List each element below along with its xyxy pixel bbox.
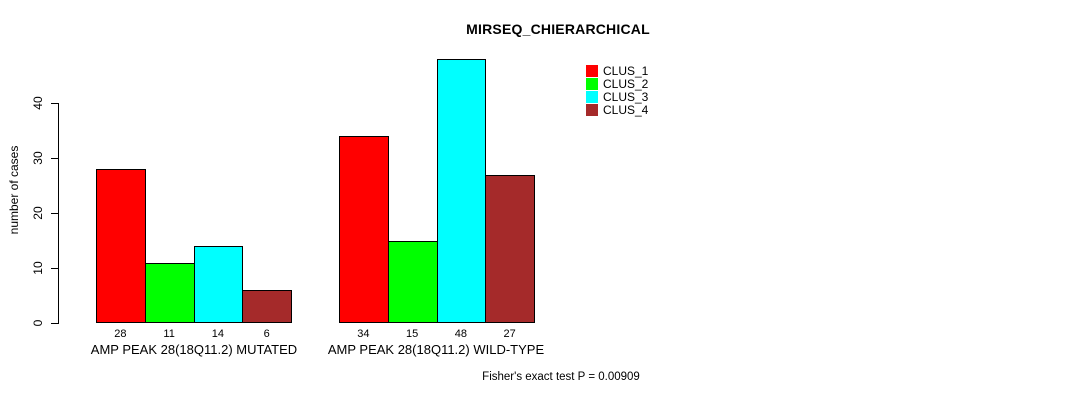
legend-label: CLUS_4 <box>603 103 649 118</box>
legend-swatch-icon <box>586 77 598 90</box>
y-tick-mark <box>51 323 58 324</box>
legend-swatch-icon <box>586 91 598 104</box>
fisher-test-annotation: Fisher's exact test P = 0.00909 <box>482 371 640 383</box>
bar-value-label: 28 <box>114 328 127 340</box>
y-tick-mark <box>51 103 58 104</box>
legend-swatch-icon <box>586 104 598 117</box>
legend-row-clus_1: CLUS_1 <box>586 64 648 77</box>
y-tick-mark <box>51 268 58 269</box>
bar-clus_1-group0 <box>96 169 146 323</box>
legend-row-clus_4: CLUS_4 <box>586 104 648 117</box>
bar-clus_2-group1 <box>387 240 438 323</box>
bar-value-label: 14 <box>211 328 224 340</box>
bar-value-label: 11 <box>163 328 175 340</box>
y-tick-label: 20 <box>31 206 45 220</box>
bar-value-label: 15 <box>406 328 419 340</box>
bar-clus_4-group0 <box>242 290 292 323</box>
bar-clus_3-group1 <box>436 59 487 323</box>
bar-value-label: 48 <box>454 328 467 340</box>
y-axis-title: number of cases <box>7 145 21 235</box>
bar-clus_1-group1 <box>339 136 389 323</box>
bar-value-label: 27 <box>503 328 516 340</box>
y-tick-label: 10 <box>31 261 45 275</box>
y-tick-mark <box>51 213 58 214</box>
group-label-wildtype: AMP PEAK 28(18Q11.2) WILD-TYPE <box>327 342 545 357</box>
legend-label: CLUS_3 <box>603 90 649 105</box>
bar-clus_3-group0 <box>193 246 244 323</box>
legend-row-clus_3: CLUS_3 <box>586 91 648 104</box>
bar-clus_4-group1 <box>485 174 535 323</box>
bar-clus_2-group0 <box>144 262 195 323</box>
legend-row-clus_2: CLUS_2 <box>586 77 648 90</box>
legend-label: CLUS_2 <box>603 76 649 91</box>
y-tick-label: 40 <box>31 96 45 110</box>
y-tick-mark <box>51 158 58 159</box>
y-tick-label: 0 <box>31 319 45 327</box>
legend: CLUS_1 CLUS_2 CLUS_3 CLUS_4 <box>586 64 648 117</box>
legend-label: CLUS_1 <box>603 63 649 78</box>
bar-value-label: 34 <box>357 328 370 340</box>
bar-value-label: 6 <box>263 328 270 340</box>
y-tick-label: 30 <box>31 151 45 165</box>
group-label-mutated: AMP PEAK 28(18Q11.2) MUTATED <box>90 342 298 357</box>
y-axis-line <box>58 103 59 324</box>
legend-swatch-icon <box>586 64 598 77</box>
chart-title: MIRSEQ_CHIERARCHICAL <box>466 21 650 37</box>
